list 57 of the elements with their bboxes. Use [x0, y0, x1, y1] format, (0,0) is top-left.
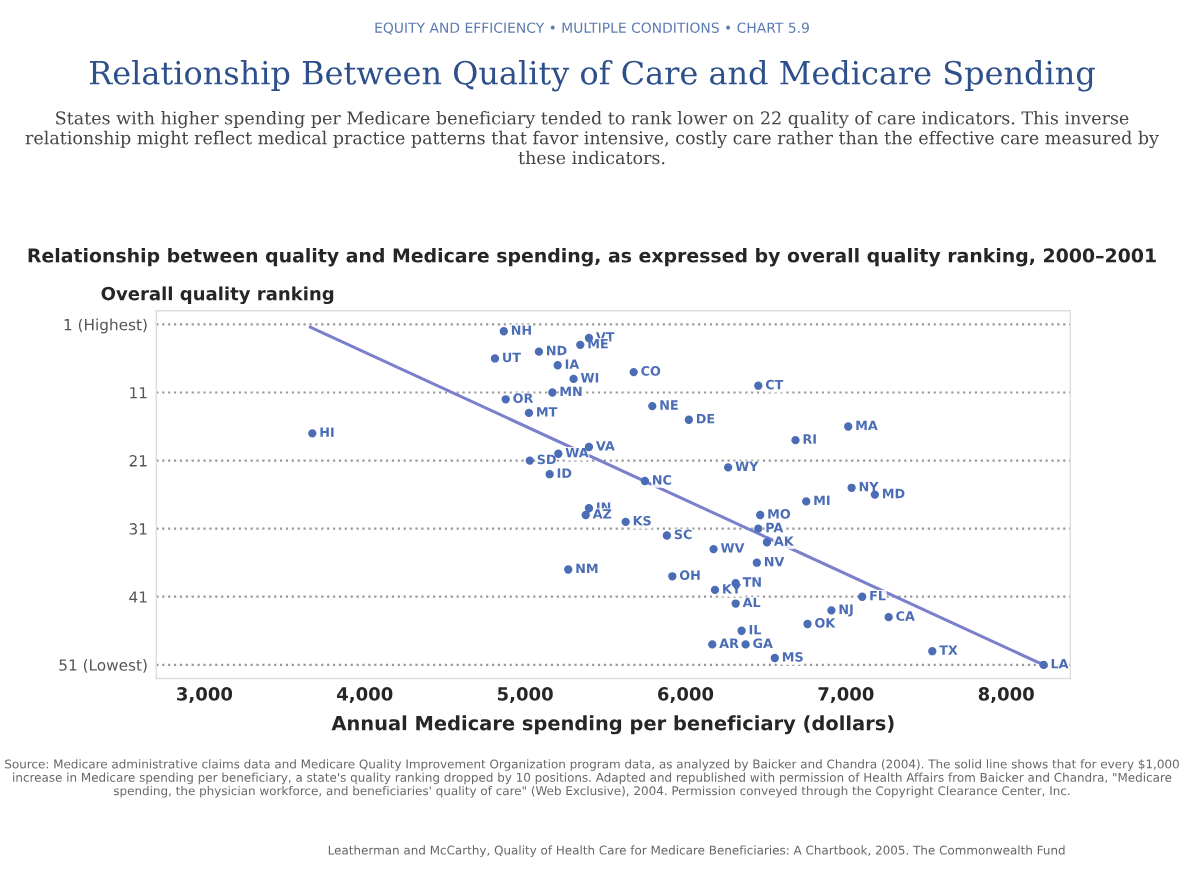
y-axis-title: Overall quality ranking [101, 286, 334, 305]
point [709, 544, 718, 554]
point [499, 327, 508, 336]
point [752, 558, 761, 567]
x-tick-label: 8,000 [978, 687, 1034, 704]
point [629, 367, 638, 377]
point [708, 640, 717, 649]
point [827, 606, 836, 615]
point [928, 647, 937, 656]
point [770, 653, 779, 663]
point [534, 347, 544, 356]
point [803, 619, 812, 629]
point [524, 408, 534, 418]
point [756, 510, 765, 520]
point [710, 585, 720, 595]
point [884, 612, 893, 622]
point [576, 340, 585, 350]
point [581, 510, 590, 520]
point [762, 538, 772, 547]
point [668, 572, 677, 581]
point [1039, 660, 1048, 669]
point [791, 435, 800, 445]
point [640, 476, 650, 486]
x-tick-label: 6,000 [658, 687, 714, 704]
chart-subtitle: States with higher spending per Medicare beneficiary tended to rank lower on 22 quality of care indicators. This inverse relationship might reflect medical practice patterns that favor intensive, costly care rather than the effective care measured by these indicators. [25, 111, 1159, 165]
x-tick-label: 5,000 [497, 687, 553, 704]
point [553, 361, 562, 370]
point [569, 374, 578, 384]
point [754, 381, 763, 390]
point [754, 524, 763, 533]
point [802, 497, 811, 506]
point [662, 531, 672, 540]
point [723, 463, 733, 472]
point [548, 388, 557, 397]
point [847, 483, 856, 492]
point [501, 395, 510, 404]
point [564, 565, 573, 574]
point [731, 599, 740, 608]
point [584, 504, 594, 513]
x-axis-title: Annual Medicare spending per beneficiary (dollars) [331, 715, 894, 735]
point [741, 640, 750, 649]
point [684, 415, 694, 424]
chart-title: Relationship Between Quality of Care and Medicare Spending [89, 60, 1095, 92]
text: Relationship between quality and Medicare spending, as expressed by overall quality ranking, 2000–2001 [28, 247, 1156, 267]
point [648, 401, 657, 411]
point [490, 354, 500, 363]
point [844, 422, 853, 431]
point [858, 592, 867, 601]
x-tick-label: 4,000 [337, 687, 393, 704]
x-tick-label: 7,000 [818, 687, 874, 704]
point [621, 517, 630, 527]
point [545, 470, 554, 479]
x-tick-label: 3,000 [177, 687, 233, 704]
point [525, 456, 534, 465]
point [737, 626, 746, 635]
point [554, 449, 563, 458]
point [308, 429, 317, 438]
